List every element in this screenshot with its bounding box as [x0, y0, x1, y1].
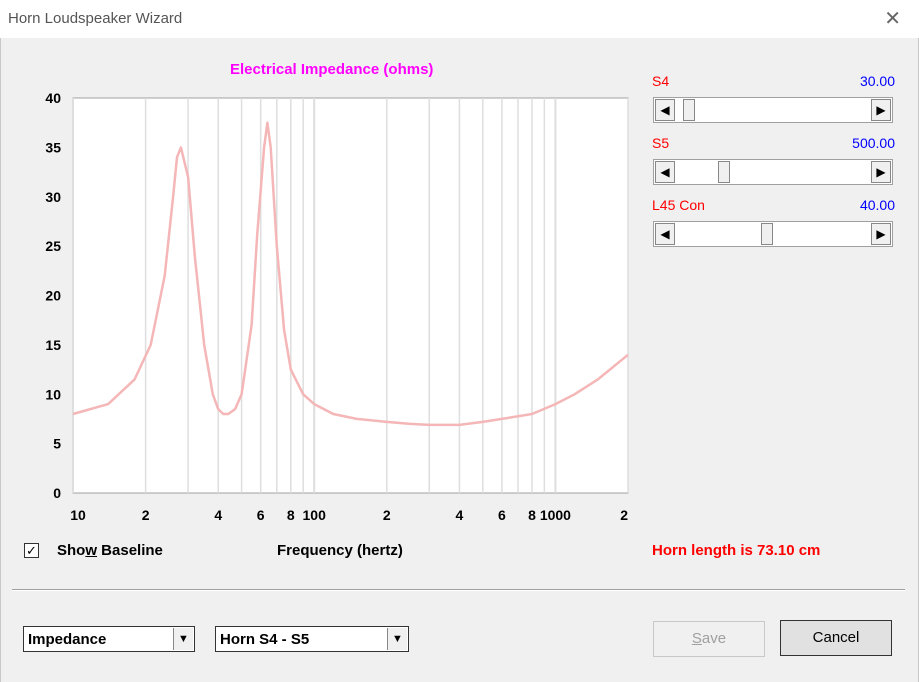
- slider-label: S5: [652, 135, 670, 151]
- slider-thumb[interactable]: [683, 99, 696, 121]
- save-label-rest: ave: [701, 630, 727, 647]
- scroll-left-icon[interactable]: ◀: [655, 99, 675, 121]
- show-baseline-label[interactable]: Show Baseline: [57, 542, 163, 559]
- show-baseline-checkbox[interactable]: ✓: [24, 543, 39, 558]
- x-tick-label: 2: [620, 507, 628, 523]
- save-button[interactable]: Save: [653, 621, 765, 657]
- x-tick-label: 6: [257, 507, 265, 523]
- x-tick-label: 100: [303, 507, 327, 523]
- slider-track[interactable]: ◀ ▶: [653, 97, 893, 123]
- scroll-left-icon[interactable]: ◀: [655, 161, 675, 183]
- y-tick-label: 35: [45, 139, 61, 155]
- y-tick-label: 10: [45, 386, 61, 402]
- y-tick-label: 20: [45, 288, 61, 304]
- slider-value: 40.00: [859, 197, 895, 213]
- y-tick-label: 25: [45, 238, 61, 254]
- cancel-button[interactable]: Cancel: [780, 620, 892, 656]
- x-tick-label: 2: [383, 507, 391, 523]
- window-title: Horn Loudspeaker Wizard: [8, 10, 183, 27]
- slider-track[interactable]: ◀ ▶: [653, 159, 893, 185]
- x-tick-label: 1000: [540, 507, 571, 523]
- slider-track[interactable]: ◀ ▶: [653, 221, 893, 247]
- show-baseline-accel: w: [85, 542, 98, 559]
- show-baseline-label-b: Baseline: [97, 542, 163, 559]
- y-tick-label: 40: [45, 90, 61, 106]
- impedance-curve: [72, 121, 629, 427]
- x-tick-label: 6: [498, 507, 506, 523]
- horn-select[interactable]: Horn S4 - S5 ▼: [215, 626, 409, 652]
- scroll-right-icon[interactable]: ▶: [871, 99, 891, 121]
- scroll-left-icon[interactable]: ◀: [655, 223, 675, 245]
- x-tick-label: 10: [70, 507, 86, 523]
- close-icon[interactable]: ✕: [884, 8, 901, 30]
- show-baseline-label-a: Sho: [57, 542, 86, 559]
- x-tick-label: 4: [214, 507, 222, 523]
- horn-length-text: Horn length is 73.10 cm: [652, 542, 821, 559]
- y-tick-label: 15: [45, 337, 61, 353]
- y-tick-label: 5: [53, 436, 61, 452]
- x-tick-label: 4: [456, 507, 464, 523]
- x-tick-label: 8: [287, 507, 295, 523]
- slider-label: S4: [652, 73, 670, 89]
- title-bar: Horn Loudspeaker Wizard ✕: [0, 0, 919, 38]
- slider-value: 30.00: [859, 73, 895, 89]
- y-tick-label: 30: [45, 189, 61, 205]
- chart-title: Electrical Impedance (ohms): [230, 61, 434, 78]
- separator: [12, 589, 905, 591]
- view-select[interactable]: Impedance ▼: [23, 626, 195, 652]
- x-axis-label: Frequency (hertz): [277, 542, 403, 559]
- horn-select-value: Horn S4 - S5: [220, 631, 310, 648]
- slider-value: 500.00: [852, 135, 895, 151]
- slider-thumb[interactable]: [760, 223, 773, 245]
- chevron-down-icon[interactable]: ▼: [173, 628, 193, 650]
- scroll-right-icon[interactable]: ▶: [871, 161, 891, 183]
- checkmark-icon: ✓: [26, 543, 37, 558]
- x-tick-label: 2: [142, 507, 150, 523]
- plot-area: [72, 97, 629, 494]
- view-select-value: Impedance: [28, 631, 107, 648]
- chevron-down-icon[interactable]: ▼: [387, 628, 407, 650]
- slider-thumb[interactable]: [718, 161, 731, 183]
- save-accel: S: [691, 630, 702, 647]
- y-tick-label: 0: [53, 485, 61, 501]
- x-tick-label: 8: [528, 507, 536, 523]
- scroll-right-icon[interactable]: ▶: [871, 223, 891, 245]
- slider-label: L45 Con: [652, 197, 705, 213]
